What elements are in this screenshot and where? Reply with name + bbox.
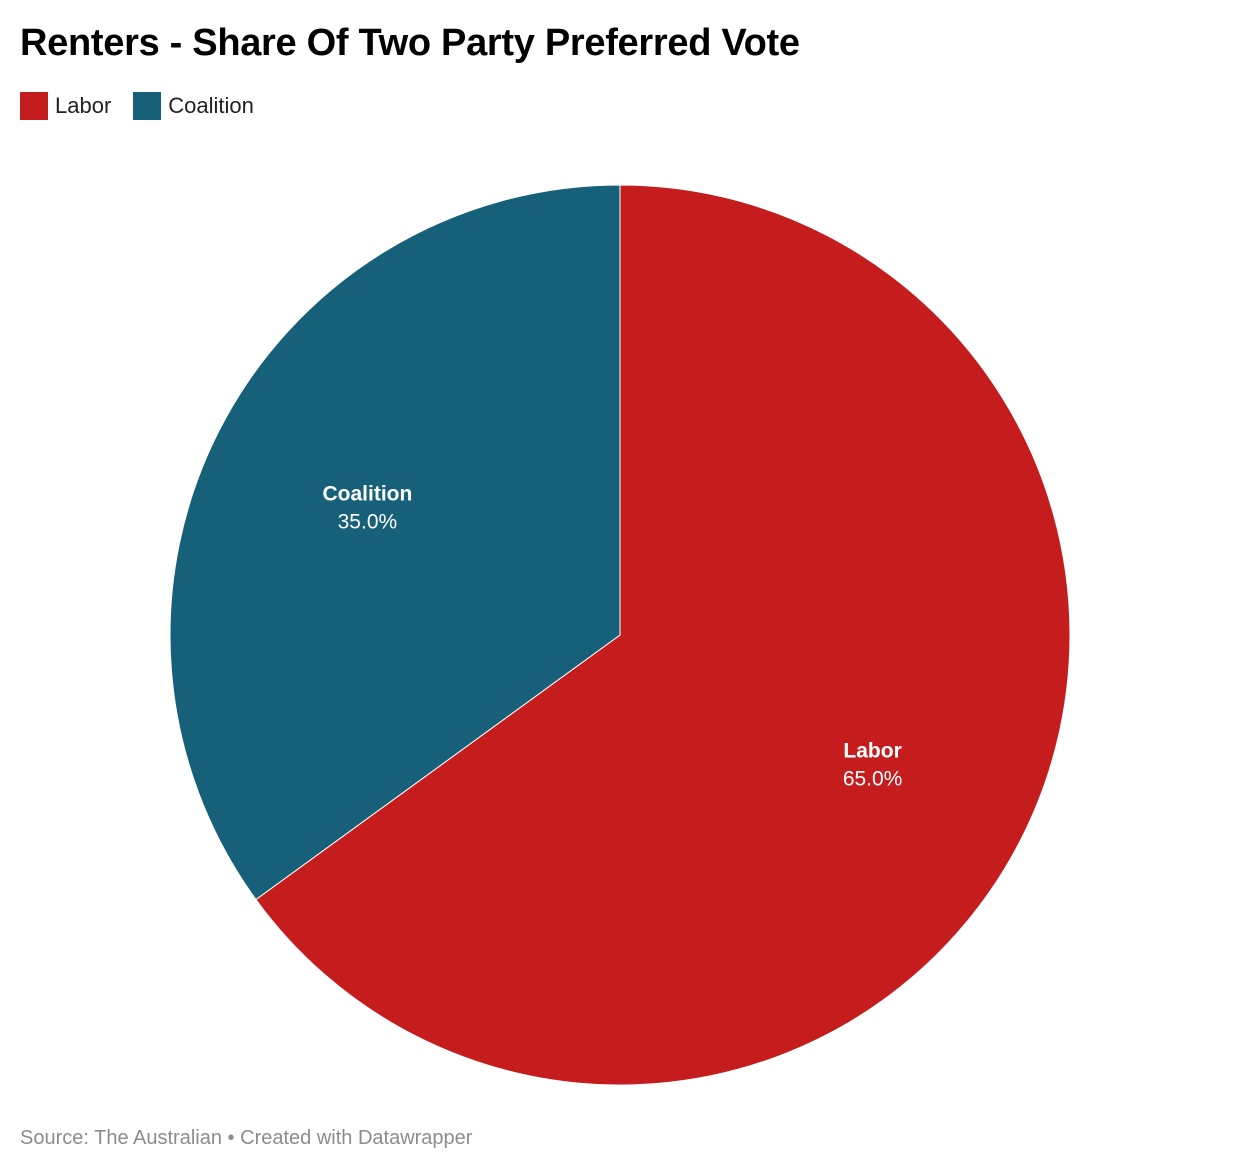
source-text: Source: The Australian bbox=[20, 1127, 222, 1149]
slice-coalition bbox=[169, 184, 621, 901]
source-line: Source: The Australian • Created with Da… bbox=[20, 1127, 472, 1150]
legend-swatch-coalition bbox=[133, 92, 162, 120]
slice-labor bbox=[255, 184, 1071, 1086]
legend: Labor Coalition bbox=[20, 92, 276, 120]
source-separator: • bbox=[227, 1127, 235, 1149]
legend-item-coalition: Coalition bbox=[133, 92, 254, 120]
legend-item-labor: Labor bbox=[20, 92, 111, 120]
slice-value-coalition: 35.0% bbox=[338, 510, 398, 533]
slice-label-labor: Labor bbox=[843, 740, 901, 763]
legend-label-coalition: Coalition bbox=[168, 93, 254, 118]
slice-label-coalition: Coalition bbox=[322, 482, 412, 505]
legend-label-labor: Labor bbox=[55, 93, 112, 118]
legend-swatch-labor bbox=[20, 92, 48, 120]
credit-text: Created with Datawrapper bbox=[240, 1127, 473, 1149]
slice-value-labor: 65.0% bbox=[843, 768, 903, 791]
chart-title: Renters - Share Of Two Party Preferred V… bbox=[20, 22, 800, 64]
